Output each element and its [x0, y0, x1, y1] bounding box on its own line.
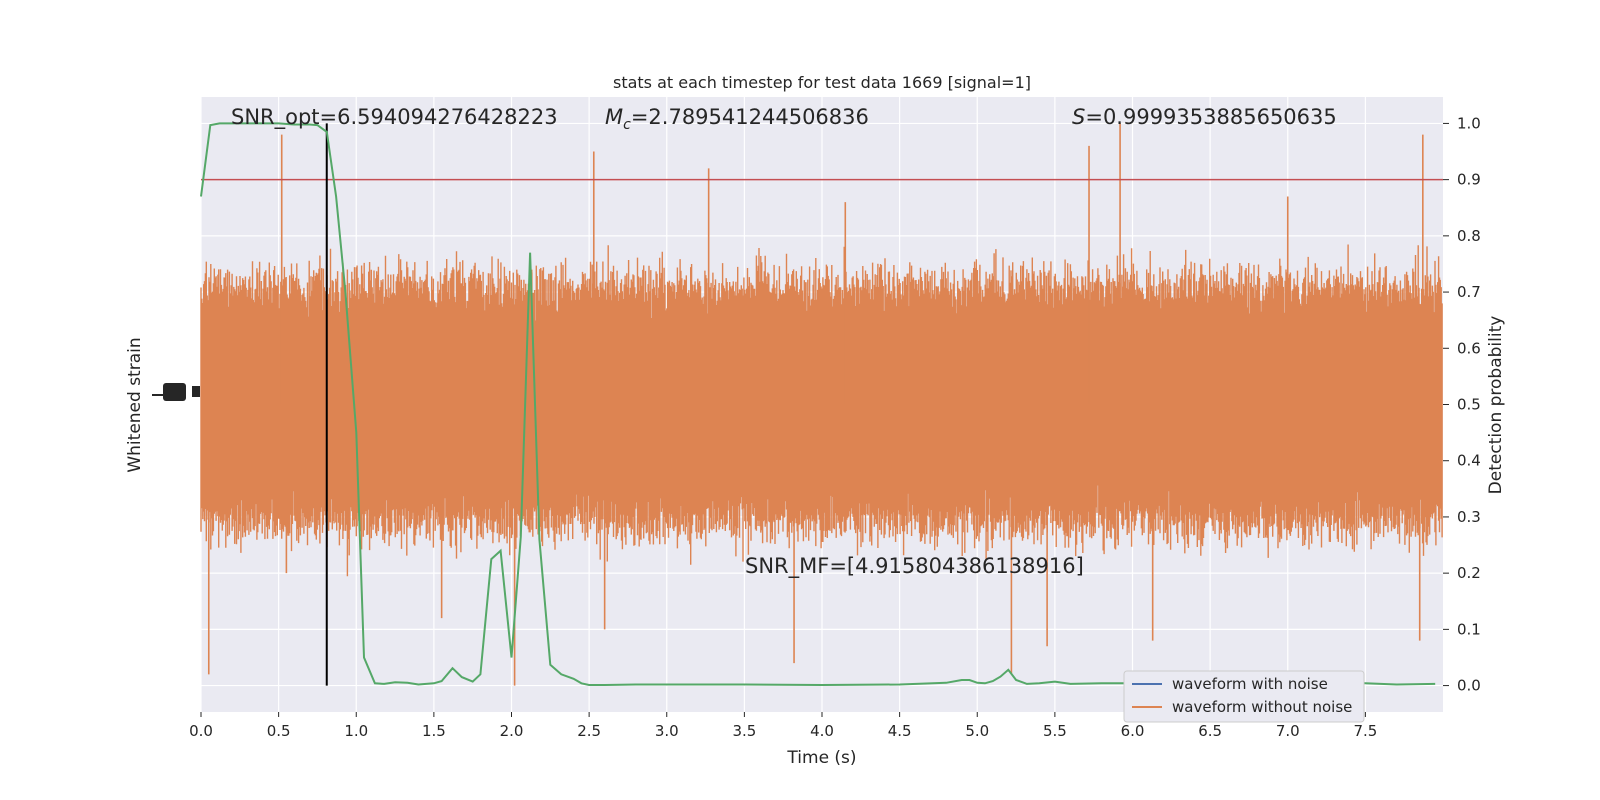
snr-mf-annotation: SNR_MF=[4.915804386138916] — [745, 554, 1084, 579]
x-tick-label: 1.5 — [422, 722, 446, 740]
legend-label-waveform-without-noise: waveform without noise — [1172, 698, 1352, 716]
x-tick-label: 3.0 — [655, 722, 679, 740]
x-tick-label: 2.5 — [577, 722, 601, 740]
x-tick-label: 4.5 — [888, 722, 912, 740]
legend: waveform with noise waveform without noi… — [1123, 670, 1365, 723]
chirp-mass-annotation: Mc=2.789541244506836 — [605, 105, 869, 133]
x-tick-label: 4.0 — [810, 722, 834, 740]
strain-series-group — [200, 123, 1443, 686]
y-right-axis-ticks: 0.0 0.1 0.2 0.3 0.4 0.5 0.6 0.7 0.8 0.9 1.0 — [1443, 114, 1481, 695]
snr-opt-annotation: SNR_opt=6.594094276428223 — [231, 105, 558, 130]
x-tick-label: 6.0 — [1121, 722, 1145, 740]
x-tick-label: 0.0 — [189, 722, 213, 740]
y-tick-label: 0.5 — [1457, 396, 1481, 414]
x-tick-label: 6.5 — [1198, 722, 1222, 740]
y-tick-label: 0.0 — [1457, 677, 1481, 695]
x-tick-label: 3.5 — [732, 722, 756, 740]
y-tick-label: 0.2 — [1457, 564, 1481, 582]
x-axis-ticks: 0.0 0.5 1.0 1.5 2.0 2.5 3.0 3.5 4.0 4.5 5.0 5.5 6.0 6… — [189, 712, 1377, 740]
y-tick-label: 0.8 — [1457, 227, 1481, 245]
legend-label-waveform-with-noise: waveform with noise — [1172, 675, 1328, 693]
chart-title: stats at each timestep for test data 166… — [613, 73, 1031, 92]
y-tick-label: 0.1 — [1457, 620, 1481, 638]
x-axis-label: Time (s) — [786, 748, 856, 768]
x-tick-label: 0.5 — [267, 722, 291, 740]
y-tick-label: 0.7 — [1457, 283, 1481, 301]
y-tick-label: 0.3 — [1457, 508, 1481, 526]
x-tick-label: 2.0 — [500, 722, 524, 740]
y-tick-label: 0.4 — [1457, 452, 1481, 470]
x-tick-label: 5.5 — [1043, 722, 1067, 740]
y-right-axis-label: Detection probability — [1486, 316, 1506, 495]
y-tick-label: 1.0 — [1457, 114, 1481, 132]
x-tick-label: 1.0 — [344, 722, 368, 740]
y-left-axis-label: Whitened strain — [125, 337, 145, 472]
legend-box — [1123, 670, 1365, 723]
x-tick-label: 7.0 — [1276, 722, 1300, 740]
x-tick-label: 5.0 — [965, 722, 989, 740]
x-tick-label: 7.5 — [1353, 722, 1377, 740]
y-tick-label: 0.9 — [1457, 171, 1481, 189]
strain-waveform-without-noise — [200, 244, 1443, 577]
score-annotation: S=0.9999353885650635 — [1072, 105, 1337, 129]
left-axis-decoration — [152, 383, 200, 401]
detection-probability-line — [200, 122, 1436, 687]
y-tick-label: 0.6 — [1457, 339, 1481, 357]
